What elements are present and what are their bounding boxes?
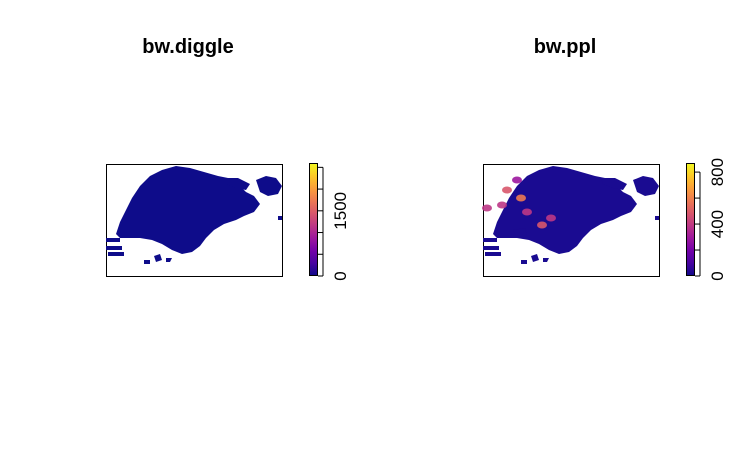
region-mainland	[116, 166, 260, 254]
region-islet	[108, 252, 124, 256]
region-heat	[482, 166, 659, 264]
region-islet	[106, 246, 122, 250]
region-islet	[278, 216, 282, 220]
region-islet	[513, 228, 527, 238]
density-hotspot	[537, 221, 547, 229]
density-hotspot	[522, 208, 532, 216]
density-hotspot	[502, 186, 512, 194]
colorbar: 0 1500	[309, 163, 350, 281]
region-islet	[543, 258, 549, 262]
region-island-northeast	[224, 178, 250, 190]
region-islet	[485, 252, 501, 256]
density-map-bw-diggle: 0 1500	[106, 163, 350, 281]
density-hotspot	[516, 194, 526, 202]
region-island-east	[256, 176, 282, 196]
plot-frame	[483, 164, 660, 277]
region-islet	[154, 254, 162, 262]
colorbar-tick-label: 400	[708, 210, 727, 238]
density-map-bw-ppl: 0 400 800	[482, 158, 727, 281]
panel-bw-ppl: bw.ppl 0 400 800	[377, 0, 753, 465]
region-islet	[483, 238, 497, 242]
density-hotspot	[497, 201, 507, 209]
density-hotspot	[512, 176, 522, 184]
region-islet	[106, 238, 120, 242]
region-islet	[144, 260, 150, 264]
colorbar-tick-label: 1500	[331, 192, 350, 230]
colorbar-tick-label: 0	[331, 271, 350, 280]
density-hotspot	[546, 214, 556, 222]
region-island-northeast	[601, 178, 627, 190]
colorbar-tick-label: 0	[708, 271, 727, 280]
colorbar: 0 400 800	[686, 158, 727, 281]
density-hotspot	[482, 204, 492, 212]
region-islet	[483, 246, 499, 250]
colorbar-scale	[309, 163, 318, 276]
colorbar-frame	[309, 163, 318, 276]
region-island-east	[633, 176, 659, 196]
panel-bw-diggle: bw.diggle 0 1500	[0, 0, 376, 465]
colorbar-tick-label: 800	[708, 158, 727, 186]
region-islet	[166, 258, 172, 262]
region-islet	[655, 216, 659, 220]
colorbar-scale	[686, 163, 695, 276]
region-mainland	[493, 166, 637, 254]
plot-frame	[106, 164, 283, 277]
panel-title: bw.diggle	[142, 36, 234, 58]
region-islet	[521, 260, 527, 264]
region-islet	[531, 254, 539, 262]
region-heat	[106, 166, 282, 264]
panel-title: bw.ppl	[533, 36, 597, 58]
region-islet	[136, 228, 150, 238]
colorbar-frame	[686, 163, 695, 276]
